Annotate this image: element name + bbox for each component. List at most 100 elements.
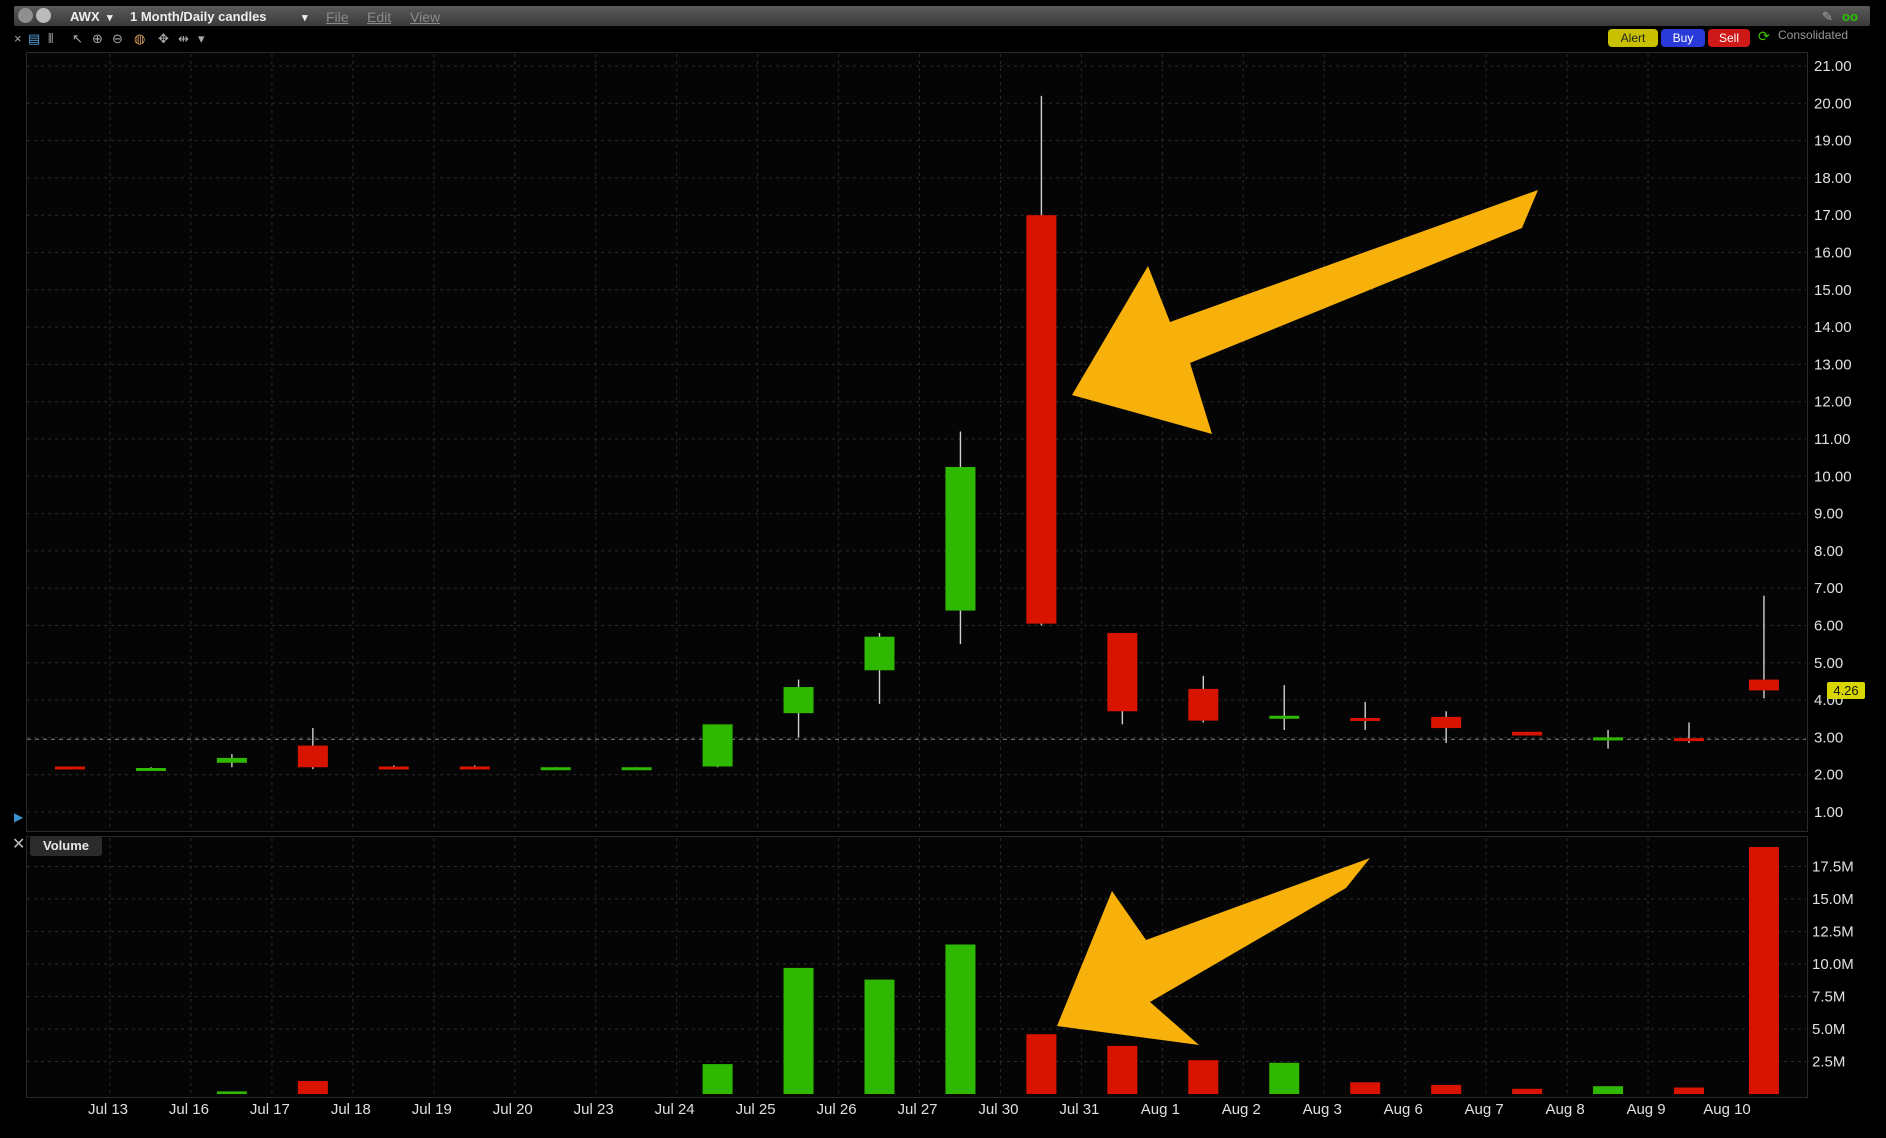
candle-body xyxy=(1431,716,1462,729)
date-tick-label: Jul 16 xyxy=(169,1101,209,1118)
volume-bar xyxy=(1107,1045,1138,1094)
candle-body xyxy=(216,757,247,763)
candle-body xyxy=(1350,718,1381,722)
arrow-annotation-volume xyxy=(1057,858,1370,1045)
candle-body xyxy=(945,466,976,611)
title-bar: AWX ▾ 1 Month/Daily candles ▾ File Edit … xyxy=(14,6,1870,26)
menu-view[interactable]: View xyxy=(410,9,441,25)
chevron-down-icon[interactable]: ▾ xyxy=(302,12,308,24)
date-tick-label: Aug 10 xyxy=(1703,1101,1751,1118)
date-tick-label: Aug 6 xyxy=(1384,1101,1423,1118)
consolidated-label[interactable]: Consolidated xyxy=(1778,28,1849,42)
candles xyxy=(55,95,1779,771)
candle-body xyxy=(1674,738,1704,742)
chevron-down-icon[interactable]: ▾ xyxy=(198,31,205,46)
date-tick-label: Aug 2 xyxy=(1222,1101,1261,1118)
candle-body xyxy=(297,745,328,768)
volume-bar xyxy=(783,967,814,1094)
price-tick-label: 2.00 xyxy=(1814,767,1843,784)
candle-body xyxy=(1026,215,1057,624)
price-tick-label: 16.00 xyxy=(1814,245,1852,262)
date-tick-label: Jul 20 xyxy=(493,1101,533,1118)
timeframe-label[interactable]: 1 Month/Daily candles xyxy=(130,9,267,24)
zoom-out-icon[interactable]: ⊖ xyxy=(112,31,123,46)
chart-type-icon[interactable]: ▤ xyxy=(28,31,41,46)
price-tick-label: 19.00 xyxy=(1814,133,1852,150)
alert-button[interactable]: Alert xyxy=(1608,29,1658,47)
price-tick-label: 5.00 xyxy=(1814,655,1843,672)
date-tick-label: Jul 26 xyxy=(817,1101,857,1118)
pencil-icon[interactable]: ✎ xyxy=(1822,9,1833,24)
symbol-label[interactable]: AWX xyxy=(70,9,100,24)
price-grid xyxy=(27,54,1806,828)
date-tick-label: Jul 18 xyxy=(331,1101,371,1118)
volume-bar xyxy=(1748,847,1779,1094)
volume-panel-label: Volume xyxy=(30,836,102,856)
price-tick-label: 13.00 xyxy=(1814,356,1852,373)
volume-tick-label: 7.5M xyxy=(1812,989,1845,1006)
candle-body xyxy=(702,724,733,767)
candle-body xyxy=(1512,731,1543,736)
candle-body xyxy=(1269,715,1300,719)
volume-panel[interactable] xyxy=(26,836,1808,1098)
volume-tick-label: 2.5M xyxy=(1812,1054,1845,1071)
move-icon[interactable]: ⇹ xyxy=(178,31,189,46)
last-price-tag: 4.26 xyxy=(1827,682,1865,699)
volume-tick-label: 15.0M xyxy=(1812,891,1854,908)
close-icon[interactable]: × xyxy=(14,31,22,46)
candle-body xyxy=(459,766,490,770)
menu-edit[interactable]: Edit xyxy=(367,9,392,25)
price-tick-label: 6.00 xyxy=(1814,618,1843,635)
price-tick-label: 21.00 xyxy=(1814,58,1852,75)
volume-bar xyxy=(1350,1082,1381,1094)
date-tick-label: Jul 24 xyxy=(655,1101,695,1118)
sell-button[interactable]: Sell xyxy=(1708,29,1750,47)
draw-line-icon[interactable]: ↖ xyxy=(72,31,83,46)
menu-file[interactable]: File xyxy=(326,9,349,25)
date-tick-label: Jul 23 xyxy=(574,1101,614,1118)
volume-bar xyxy=(1026,1034,1057,1094)
window-menu-icon[interactable] xyxy=(18,8,33,23)
date-tick-label: Aug 8 xyxy=(1545,1101,1584,1118)
volume-bar xyxy=(945,944,976,1094)
close-icon[interactable]: ✕ xyxy=(12,836,26,853)
buy-button[interactable]: Buy xyxy=(1661,29,1705,47)
price-tick-label: 8.00 xyxy=(1814,543,1843,560)
bars-icon[interactable]: ⫴ xyxy=(48,31,54,46)
date-tick-label: Aug 7 xyxy=(1465,1101,1504,1118)
candle-body xyxy=(783,687,814,714)
price-tick-label: 18.00 xyxy=(1814,170,1852,187)
candle-body xyxy=(540,767,571,771)
candle-body xyxy=(135,767,166,771)
crosshair-icon[interactable]: ✥ xyxy=(158,31,169,46)
price-tick-label: 14.00 xyxy=(1814,319,1852,336)
globe-icon[interactable]: ◍ xyxy=(134,31,146,46)
chevron-down-icon[interactable]: ▾ xyxy=(107,12,113,24)
price-tick-label: 9.00 xyxy=(1814,506,1843,523)
volume-tick-label: 12.5M xyxy=(1812,924,1854,941)
date-tick-label: Jul 25 xyxy=(736,1101,776,1118)
price-panel[interactable] xyxy=(26,52,1808,832)
date-tick-label: Aug 3 xyxy=(1303,1101,1342,1118)
date-tick-label: Jul 19 xyxy=(412,1101,452,1118)
arrow-annotation-price xyxy=(1072,190,1538,434)
date-tick-label: Aug 1 xyxy=(1141,1101,1180,1118)
volume-tick-label: 10.0M xyxy=(1812,956,1854,973)
price-tick-label: 17.00 xyxy=(1814,207,1852,224)
date-tick-label: Jul 27 xyxy=(897,1101,937,1118)
expand-handle-icon[interactable]: ▶ xyxy=(14,810,24,824)
date-tick-label: Jul 13 xyxy=(88,1101,128,1118)
price-tick-label: 11.00 xyxy=(1814,431,1850,448)
price-tick-label: 15.00 xyxy=(1814,282,1852,299)
zoom-in-icon[interactable]: ⊕ xyxy=(92,31,103,46)
candle-body xyxy=(1593,737,1624,741)
link-chain-icon[interactable]: oo xyxy=(1842,9,1858,24)
volume-tick-label: 17.5M xyxy=(1812,859,1854,876)
date-tick-label: Jul 17 xyxy=(250,1101,290,1118)
refresh-icon[interactable]: ⟳ xyxy=(1758,28,1770,44)
link-icon[interactable] xyxy=(36,8,51,23)
candle-body xyxy=(864,636,895,671)
date-tick-label: Aug 9 xyxy=(1626,1101,1665,1118)
volume-axis: 17.5M 15.0M 12.5M 10.0M 7.5M 5.0M 2.5M xyxy=(1812,859,1854,1071)
